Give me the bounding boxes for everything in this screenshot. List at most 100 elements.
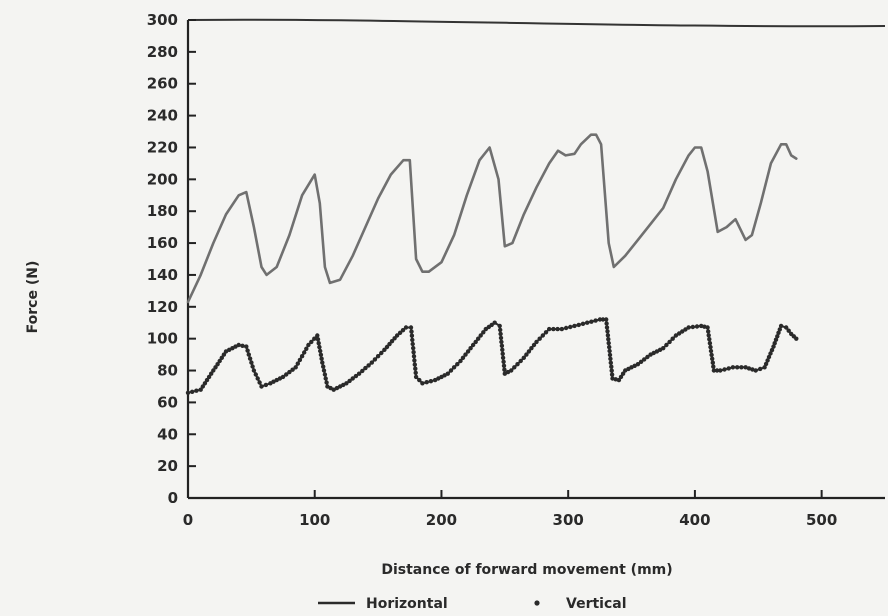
vertical-marker: [315, 337, 321, 342]
vertical-marker: [753, 368, 758, 373]
vertical-marker: [409, 329, 414, 334]
series-layer: [185, 133, 799, 395]
y-tick-label: 120: [147, 298, 178, 316]
vertical-marker: [773, 337, 779, 342]
vertical-marker: [500, 347, 505, 352]
vertical-marker: [540, 333, 545, 338]
vertical-marker: [547, 326, 552, 332]
vertical-marker: [661, 346, 666, 351]
y-axis-title: Force (N): [25, 261, 41, 334]
vertical-marker: [323, 376, 328, 381]
y-tick-label: 280: [147, 43, 178, 61]
vertical-marker: [667, 339, 672, 345]
vertical-marker: [726, 366, 731, 371]
vertical-marker: [211, 368, 216, 373]
vertical-marker: [403, 325, 409, 330]
vertical-marker: [730, 365, 736, 370]
y-tick-label: 140: [147, 266, 178, 284]
vertical-marker: [498, 327, 503, 333]
vertical-marker: [605, 333, 611, 338]
vertical-marker: [708, 348, 714, 354]
vertical-marker: [247, 356, 253, 361]
vertical-marker: [618, 374, 624, 380]
vertical-marker: [246, 352, 251, 357]
vertical-marker: [499, 343, 505, 348]
vertical-marker: [707, 337, 712, 342]
vertical-marker: [509, 368, 514, 373]
vertical-marker: [387, 341, 392, 347]
vertical-marker: [356, 371, 362, 376]
vertical-marker: [604, 317, 609, 322]
vertical-marker: [768, 351, 773, 356]
vertical-marker: [638, 359, 644, 364]
vertical-marker: [608, 360, 613, 365]
vertical-marker: [424, 380, 429, 385]
vertical-marker: [259, 384, 264, 389]
vertical-marker: [606, 340, 611, 346]
vertical-marker: [607, 348, 612, 354]
vertical-marker: [777, 327, 782, 332]
y-tick-label: 200: [147, 170, 178, 188]
vertical-marker: [710, 356, 715, 361]
vertical-marker: [534, 339, 539, 345]
vertical-marker: [215, 362, 220, 367]
vertical-marker: [708, 344, 713, 350]
vertical-marker: [705, 325, 710, 330]
vertical-marker: [794, 336, 799, 341]
vertical-marker: [499, 339, 504, 345]
vertical-marker: [318, 352, 324, 357]
vertical-marker: [445, 371, 450, 376]
vertical-marker: [372, 357, 378, 362]
vertical-marker: [219, 355, 224, 360]
vertical-marker: [551, 326, 556, 332]
vertical-marker: [284, 372, 289, 377]
vertical-marker: [501, 359, 506, 364]
vertical-marker: [478, 333, 483, 338]
vertical-marker: [481, 330, 486, 335]
y-tick-label: 160: [147, 234, 178, 252]
vertical-marker: [209, 371, 214, 376]
vertical-marker: [318, 348, 323, 354]
vertical-marker: [245, 348, 250, 353]
vertical-marker: [185, 390, 191, 395]
vertical-marker: [411, 345, 416, 351]
vertical-marker: [765, 358, 770, 363]
vertical-marker: [344, 381, 349, 386]
legend: Horizontal Vertical: [318, 596, 627, 612]
vertical-marker: [394, 333, 400, 338]
vertical-marker: [413, 374, 419, 380]
vertical-marker: [604, 321, 609, 326]
vertical-marker: [743, 365, 748, 370]
vertical-marker: [206, 374, 212, 380]
vertical-marker: [609, 364, 614, 369]
y-axis: 0 20 40 60 80 100 120 140 160 180 200 220 240 260 280 3…: [147, 11, 196, 507]
vertical-marker: [572, 323, 577, 329]
vertical-marker: [412, 362, 417, 367]
vertical-marker: [263, 382, 269, 388]
vertical-marker: [363, 365, 368, 371]
y-tick-label: 40: [157, 425, 178, 443]
vertical-marker: [775, 334, 780, 339]
vertical-marker: [605, 329, 610, 334]
vertical-marker: [319, 356, 324, 361]
y-tick-label: 60: [157, 393, 178, 411]
x-tick-label: 200: [426, 511, 457, 529]
vertical-marker: [497, 323, 502, 329]
vertical-marker: [316, 341, 321, 346]
vertical-marker: [236, 342, 241, 348]
vertical-marker: [568, 324, 573, 330]
x-axis: 0 100 200 300 400 500: [183, 490, 837, 529]
vertical-marker: [706, 329, 711, 334]
series-vertical-trace: [187, 318, 797, 394]
vertical-marker: [255, 376, 260, 381]
vertical-marker: [299, 354, 305, 359]
vertical-marker: [290, 367, 295, 372]
vertical-marker: [257, 380, 262, 385]
vertical-marker: [543, 330, 549, 335]
vertical-marker: [711, 364, 716, 369]
vertical-marker: [597, 317, 603, 322]
vertical-marker: [604, 325, 610, 330]
vertical-marker: [500, 351, 505, 356]
vertical-marker: [709, 352, 714, 358]
